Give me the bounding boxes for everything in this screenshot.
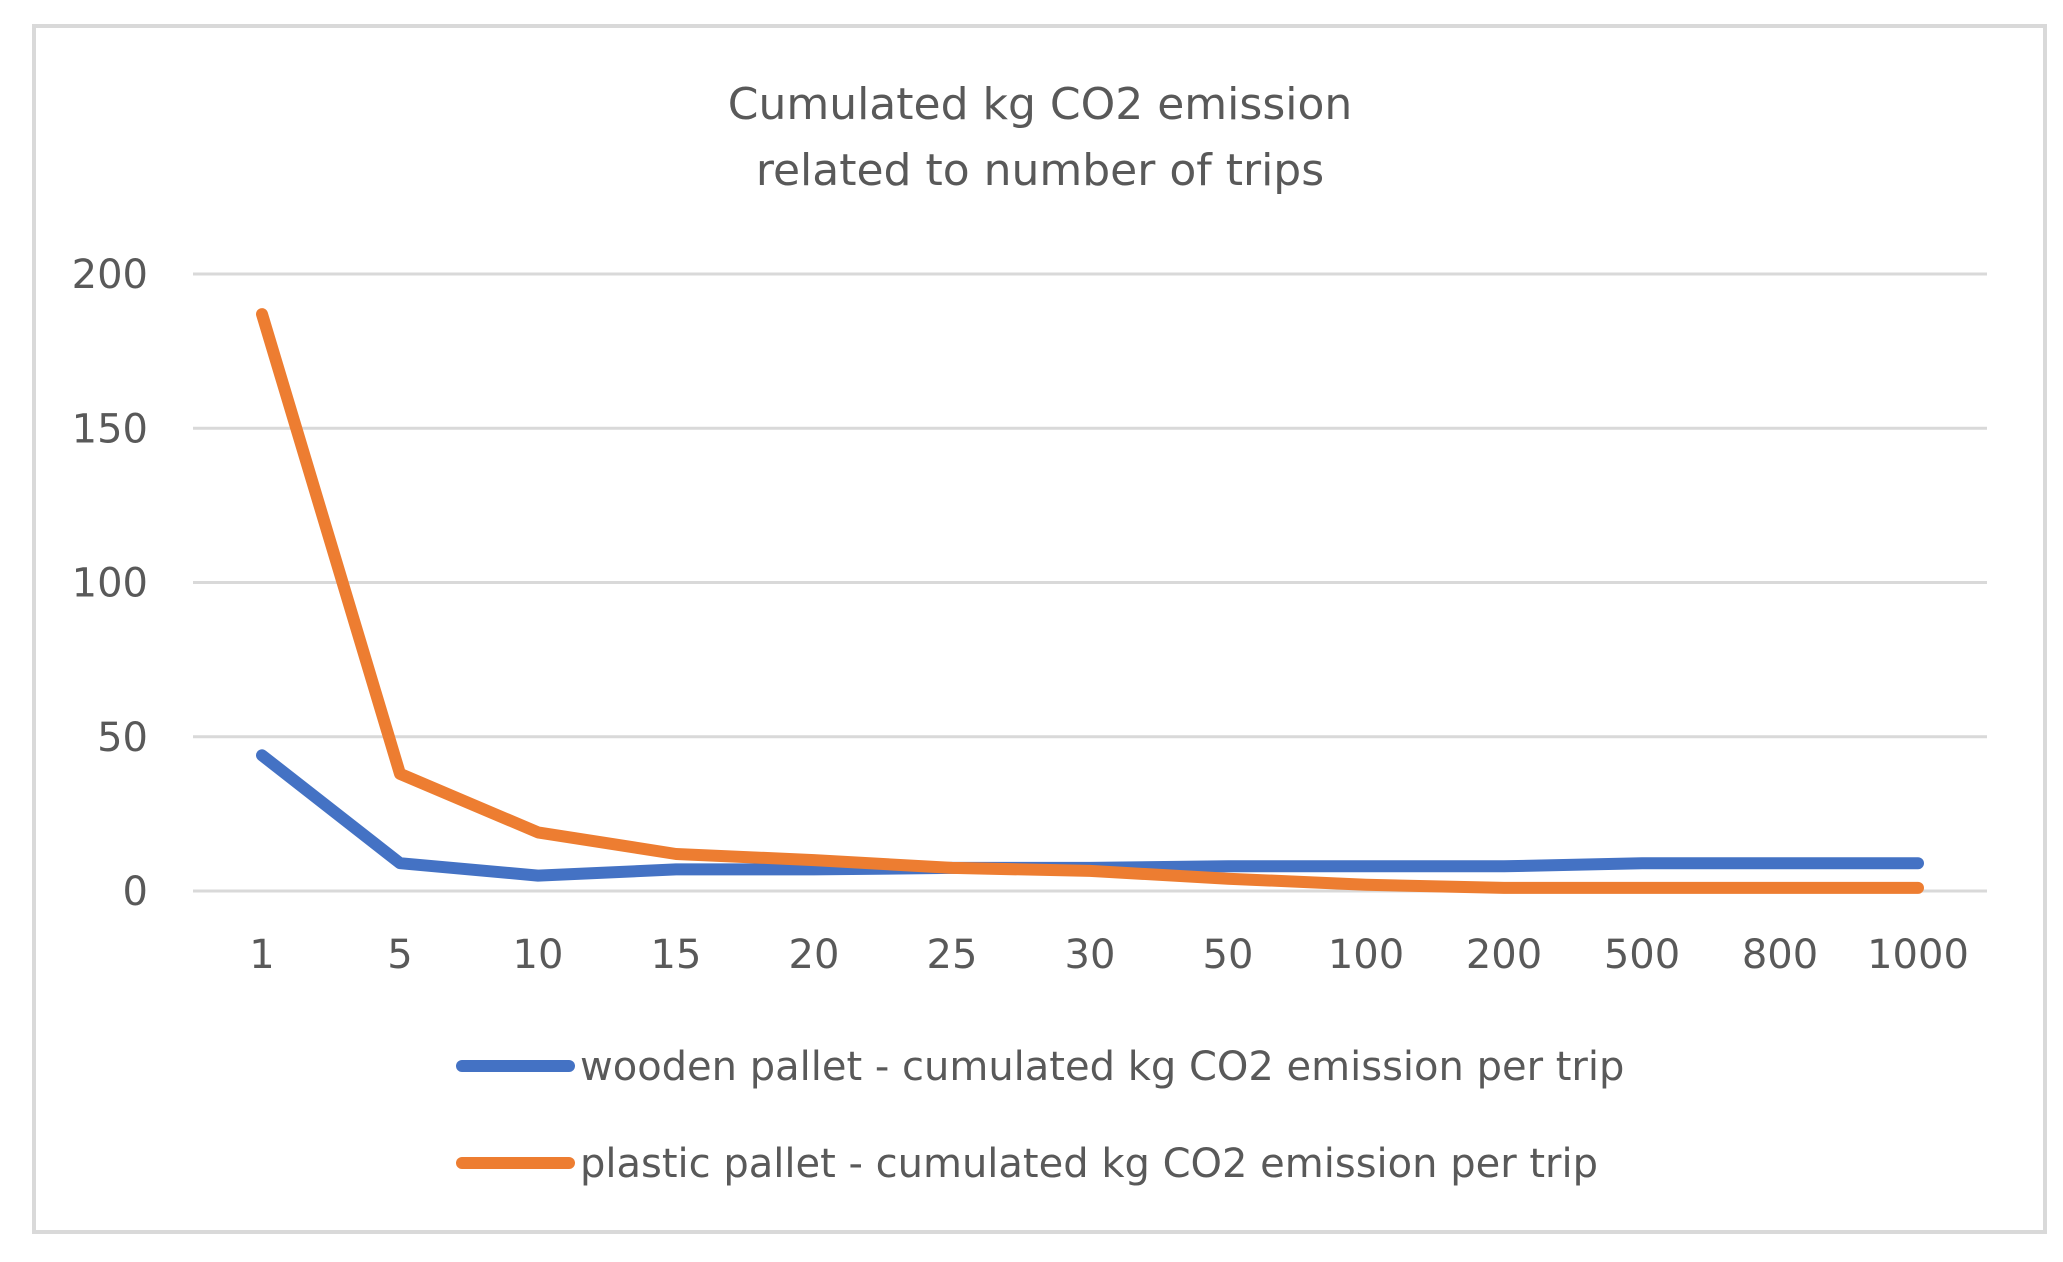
data-point [261, 313, 263, 315]
x-tick-label: 10 [513, 932, 564, 978]
x-tick-label: 5 [387, 932, 412, 978]
x-tick-label: 20 [789, 932, 840, 978]
data-point [1365, 865, 1367, 867]
y-tick-label: 50 [97, 715, 148, 761]
y-tick-label: 0 [123, 869, 148, 915]
data-point [675, 868, 677, 870]
x-tick-label: 800 [1742, 932, 1818, 978]
x-tick-label: 500 [1604, 932, 1680, 978]
y-axis-ticks: 0 50 100 150 200 [72, 252, 148, 915]
y-tick-label: 200 [72, 252, 148, 298]
legend: wooden pallet - cumulated kg CO2 emissio… [456, 1044, 1624, 1187]
chart-title-line-1: Cumulated kg CO2 emission [728, 79, 1353, 130]
x-tick-label: 50 [1203, 932, 1254, 978]
data-point [951, 867, 953, 869]
data-point [1917, 887, 1919, 889]
x-tick-label: 1 [249, 932, 274, 978]
data-point [1503, 865, 1505, 867]
legend-label: wooden pallet - cumulated kg CO2 emissio… [580, 1044, 1624, 1090]
data-point [1779, 887, 1781, 889]
series-line-1 [256, 308, 1924, 894]
data-point [813, 868, 815, 870]
data-point [675, 853, 677, 855]
data-point [399, 862, 401, 864]
y-tick-label: 150 [72, 406, 148, 452]
x-axis-ticks: 1 5 10 15 20 25 30 50 100 200 500 800 1000 [249, 932, 1969, 978]
chart-frame [32, 24, 2047, 1234]
x-tick-label: 1000 [1867, 932, 1969, 978]
data-point [537, 831, 539, 833]
chart-title-line-2: related to number of trips [756, 145, 1324, 196]
x-tick-label: 25 [927, 932, 978, 978]
y-tick-label: 100 [72, 561, 148, 607]
data-point [261, 754, 263, 756]
x-tick-label: 100 [1328, 932, 1404, 978]
x-tick-label: 30 [1065, 932, 1116, 978]
data-point [1641, 887, 1643, 889]
data-point [537, 875, 539, 877]
data-point [1503, 887, 1505, 889]
data-point [1227, 865, 1229, 867]
data-point [1365, 884, 1367, 886]
x-tick-label: 15 [651, 932, 702, 978]
chart-title: Cumulated kg CO2 emission related to num… [728, 79, 1353, 196]
data-point [1641, 862, 1643, 864]
data-point [1917, 862, 1919, 864]
data-point [1227, 878, 1229, 880]
series-lines [256, 308, 1924, 894]
data-point [399, 773, 401, 775]
data-point [813, 859, 815, 861]
data-point [1779, 862, 1781, 864]
data-point [1089, 870, 1091, 872]
x-tick-label: 200 [1466, 932, 1542, 978]
legend-label: plastic pallet - cumulated kg CO2 emissi… [580, 1141, 1598, 1187]
